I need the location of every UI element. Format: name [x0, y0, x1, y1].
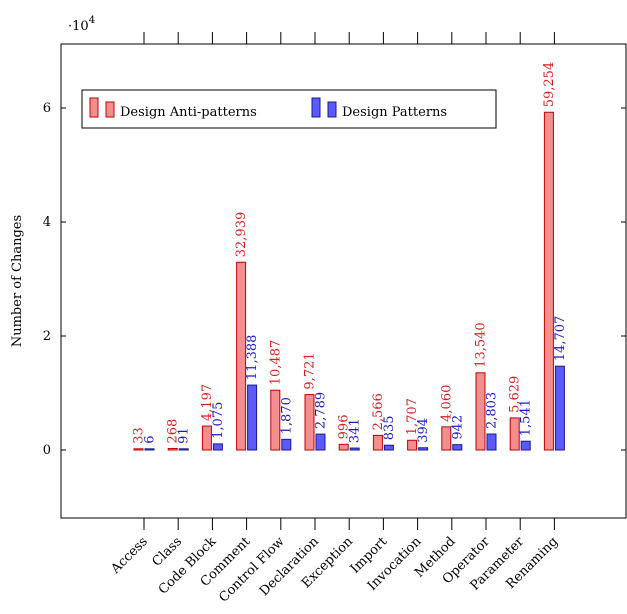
data-label: 1,541 [519, 399, 534, 436]
data-label: 1,075 [211, 402, 226, 439]
legend-label: Design Anti-patterns [120, 105, 257, 120]
bar [304, 394, 315, 451]
data-label: 6 [143, 436, 158, 444]
bar [452, 444, 463, 451]
bar [418, 447, 429, 451]
top-tick-marks [143, 32, 555, 44]
y-axis: 0 2 4 6 [43, 101, 626, 458]
bar [338, 443, 349, 451]
y-scale-exponent: 4 [89, 15, 95, 26]
bar [486, 433, 497, 451]
bar [201, 425, 212, 451]
bars [133, 111, 565, 451]
bar [407, 439, 418, 451]
bar [441, 426, 452, 451]
data-label: 9,721 [303, 352, 318, 389]
data-label: 11,388 [245, 335, 260, 381]
bar [178, 448, 189, 451]
data-label: 2,803 [485, 392, 500, 429]
data-label: 14,707 [553, 316, 568, 362]
bar [509, 417, 520, 451]
data-label: 4,197 [200, 384, 215, 421]
data-label: 4,060 [439, 385, 454, 422]
legend-box [81, 89, 497, 129]
bar [349, 447, 360, 451]
legend-label: Design Patterns [342, 105, 447, 120]
data-label: 268 [166, 419, 181, 444]
bar [315, 433, 326, 451]
plot-area-frame [60, 43, 627, 519]
legend-swatch [105, 101, 115, 118]
data-label: 59,254 [542, 62, 557, 108]
bar [383, 444, 394, 451]
data-label: 2,566 [371, 393, 386, 430]
legend: Design Anti-patterns Design Patterns [81, 89, 497, 129]
y-axis-title: Number of Changes [10, 215, 25, 347]
y-tick-label: 6 [43, 101, 51, 116]
bar [270, 389, 281, 451]
data-label: 394 [416, 418, 431, 443]
bar [212, 443, 223, 451]
data-label: 33 [132, 427, 147, 444]
y-tick-label: 4 [43, 215, 51, 230]
data-label: 5,629 [508, 376, 523, 413]
bar [236, 261, 247, 451]
data-label: 1,870 [279, 397, 294, 434]
data-label: 2,789 [314, 392, 329, 429]
data-labels: 33 268 4,197 32,939 10,487 9,721 996 2,566 1,707… [132, 62, 568, 444]
bar [247, 384, 258, 451]
legend-swatch [327, 101, 337, 118]
bar [475, 372, 486, 451]
data-label: 91 [177, 427, 192, 444]
data-label: 32,939 [234, 212, 249, 258]
y-scale-multiplier: ·104 [68, 15, 95, 34]
data-label: 996 [337, 414, 352, 439]
data-label: 13,540 [474, 322, 489, 368]
bar [520, 440, 531, 451]
data-label: 835 [382, 415, 397, 440]
bar [543, 111, 554, 451]
data-label: 1,707 [405, 398, 420, 435]
y-scale-base: ·10 [68, 19, 89, 34]
bar [281, 438, 292, 451]
data-label: 10,487 [268, 340, 283, 386]
bar [133, 448, 144, 451]
bar [144, 448, 155, 451]
bar [372, 434, 383, 451]
y-tick-label: 2 [43, 329, 51, 344]
data-label: 942 [450, 415, 465, 440]
bar [167, 447, 178, 451]
legend-swatch [89, 97, 99, 118]
y-tick-label: 0 [43, 443, 51, 458]
data-label: 341 [348, 418, 363, 443]
legend-swatch [311, 97, 321, 118]
x-tick-label: Access [108, 534, 151, 577]
bar [554, 365, 565, 451]
